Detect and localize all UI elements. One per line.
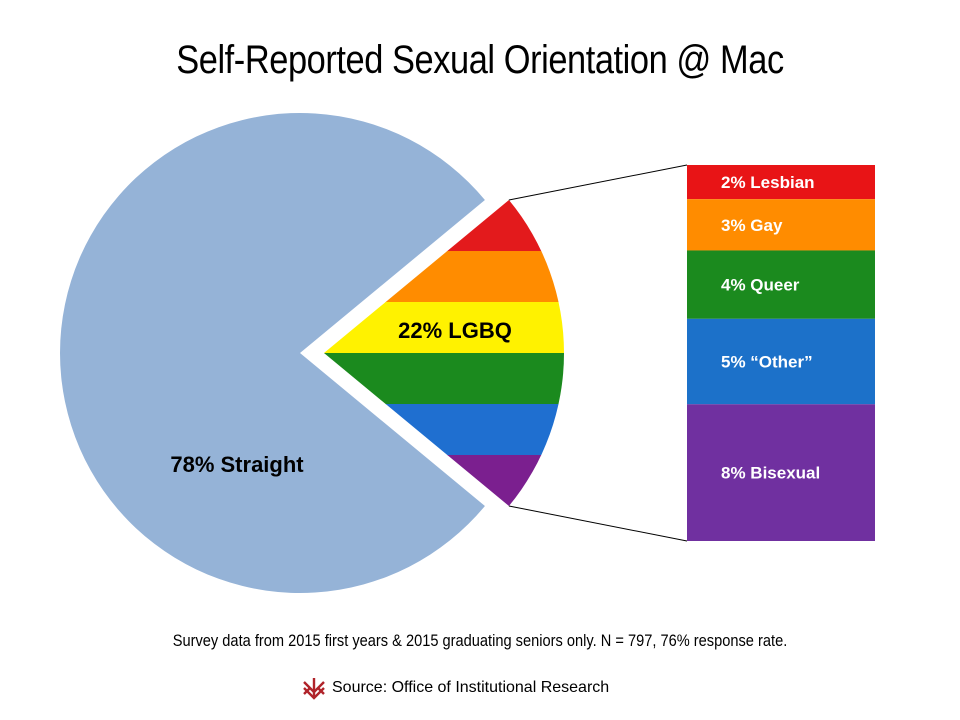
- pie-chart: 78% Straight 22% LGBQ: [60, 112, 564, 593]
- connector-lines: [508, 164, 688, 542]
- bar-segment-label: 4% Queer: [721, 276, 800, 295]
- chart-title: Self-Reported Sexual Orientation @ Mac: [176, 38, 784, 82]
- source-credit: Source: Office of Institutional Research: [302, 676, 609, 700]
- bar-segment-label: 3% Gay: [721, 216, 783, 235]
- bar-segment: [687, 165, 875, 200]
- footnote: Survey data from 2015 first years & 2015…: [172, 631, 788, 650]
- pie-slice-straight: [60, 112, 485, 593]
- bar-segment-label: 8% Bisexual: [721, 464, 820, 483]
- bar-segment: [687, 318, 875, 405]
- bar-segment: [687, 250, 875, 319]
- bar-segment: [687, 404, 875, 541]
- bar-segment-label: 2% Lesbian: [721, 173, 815, 192]
- source-text: Source: Office of Institutional Research: [332, 679, 610, 696]
- bar-segment: [687, 199, 875, 251]
- pie-label-lgbq: 22% LGBQ: [398, 318, 512, 343]
- pie-label-straight: 78% Straight: [170, 452, 304, 477]
- connector-line-top: [508, 164, 688, 201]
- macalester-crest-icon: [302, 676, 326, 700]
- bar-segment-label: 5% “Other”: [721, 353, 813, 372]
- connector-line-bottom: [508, 505, 688, 542]
- stacked-bar: 2% Lesbian 3% Gay 4% Queer 5% “Other” 8% Bis…: [687, 165, 875, 541]
- rainbow-stripe: [324, 353, 564, 405]
